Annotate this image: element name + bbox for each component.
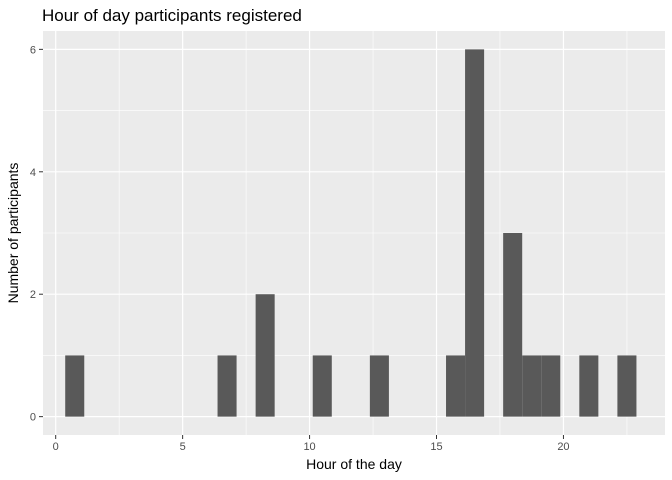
y-tick-label: 0 bbox=[30, 412, 36, 424]
histogram-bar bbox=[369, 355, 389, 417]
histogram-bar bbox=[503, 233, 523, 417]
x-axis: 0 5 10 15 20 bbox=[53, 435, 570, 453]
histogram-bar bbox=[465, 49, 485, 417]
x-tick-label: 5 bbox=[180, 441, 186, 453]
x-tick-label: 10 bbox=[303, 441, 315, 453]
y-axis-title: Number of participants bbox=[5, 163, 21, 304]
histogram-bar bbox=[522, 355, 542, 417]
y-tick-label: 6 bbox=[30, 44, 36, 56]
x-tick-label: 20 bbox=[557, 441, 569, 453]
chart-title: Hour of day participants registered bbox=[42, 6, 302, 25]
y-axis: 0 2 4 6 bbox=[30, 44, 43, 424]
y-tick-label: 4 bbox=[30, 167, 36, 179]
histogram-bar bbox=[217, 355, 237, 417]
x-tick-label: 0 bbox=[53, 441, 59, 453]
x-tick-label: 15 bbox=[430, 441, 442, 453]
histogram-bar bbox=[255, 294, 275, 417]
x-axis-title: Hour of the day bbox=[306, 456, 402, 472]
histogram-bar bbox=[312, 355, 332, 417]
histogram-bar bbox=[541, 355, 561, 417]
y-tick-label: 2 bbox=[30, 289, 36, 301]
histogram-bar bbox=[446, 355, 466, 417]
major-gridlines bbox=[43, 31, 665, 435]
histogram-bar bbox=[65, 355, 85, 417]
minor-gridlines bbox=[43, 31, 665, 435]
histogram-bar bbox=[617, 355, 637, 417]
histogram-bars bbox=[65, 49, 637, 417]
histogram-bar bbox=[579, 355, 599, 417]
